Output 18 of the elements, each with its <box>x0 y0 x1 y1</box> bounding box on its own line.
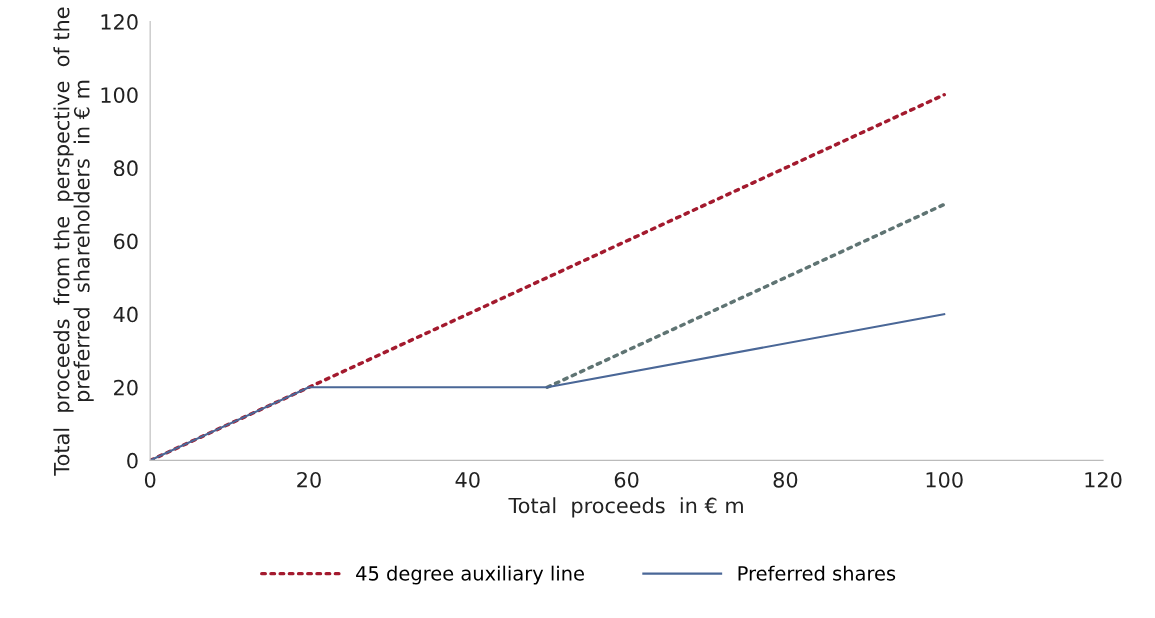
y-tick-label: 60 <box>113 233 138 250</box>
y-tick-label: 120 <box>101 14 138 30</box>
legend-label: Preferred shares <box>738 565 896 581</box>
x-tick-label: 0 <box>144 471 156 488</box>
y-tick-label: 0 <box>127 452 138 469</box>
y-axis-title: Total proceeds from the perspective of the preferred shareholders in € m <box>53 7 94 476</box>
x-axis-title: Total proceeds in € m <box>508 497 743 518</box>
y-tick-label: 20 <box>114 379 138 396</box>
x-tick-label: 120 <box>1085 471 1122 488</box>
y-tick-label: 40 <box>113 306 138 323</box>
legend-label: 45 degree auxiliary line <box>356 565 584 585</box>
y-tick-label: 100 <box>101 87 138 103</box>
x-tick-label: 40 <box>455 471 480 488</box>
y-tick-label: 80 <box>113 160 138 177</box>
x-tick-label: 100 <box>926 471 963 488</box>
x-tick-label: 20 <box>297 471 321 488</box>
x-tick-label: 60 <box>614 471 639 488</box>
x-tick-label: 80 <box>773 471 798 488</box>
